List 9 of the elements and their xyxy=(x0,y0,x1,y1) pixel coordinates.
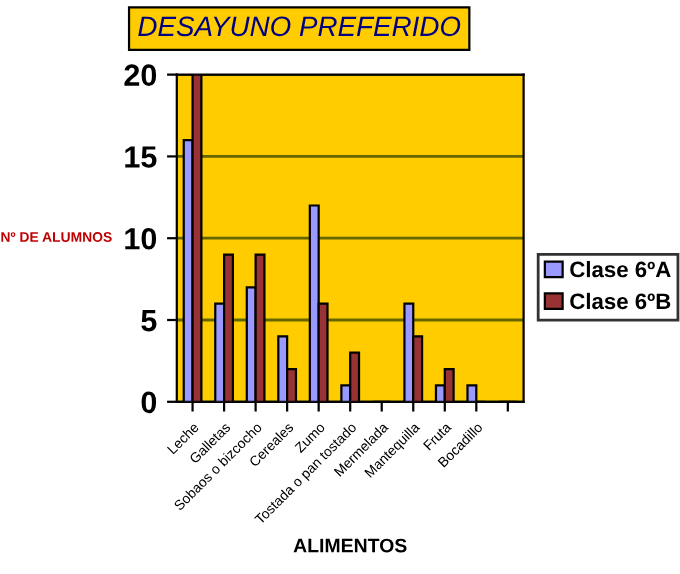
chart-title: DESAYUNO PREFERIDO xyxy=(138,16,461,37)
legend-label: Clase 6ºA xyxy=(570,261,671,278)
y-tick-label: 10 xyxy=(125,227,157,250)
y-tick-label: 0 xyxy=(141,391,157,414)
x-axis-title: ALIMENTOS xyxy=(293,538,407,553)
y-tick-label: 20 xyxy=(124,64,157,86)
y-tick-label: 15 xyxy=(125,146,157,168)
y-tick-label: 5 xyxy=(141,310,157,332)
legend-label: Clase 6ºB xyxy=(570,292,671,310)
